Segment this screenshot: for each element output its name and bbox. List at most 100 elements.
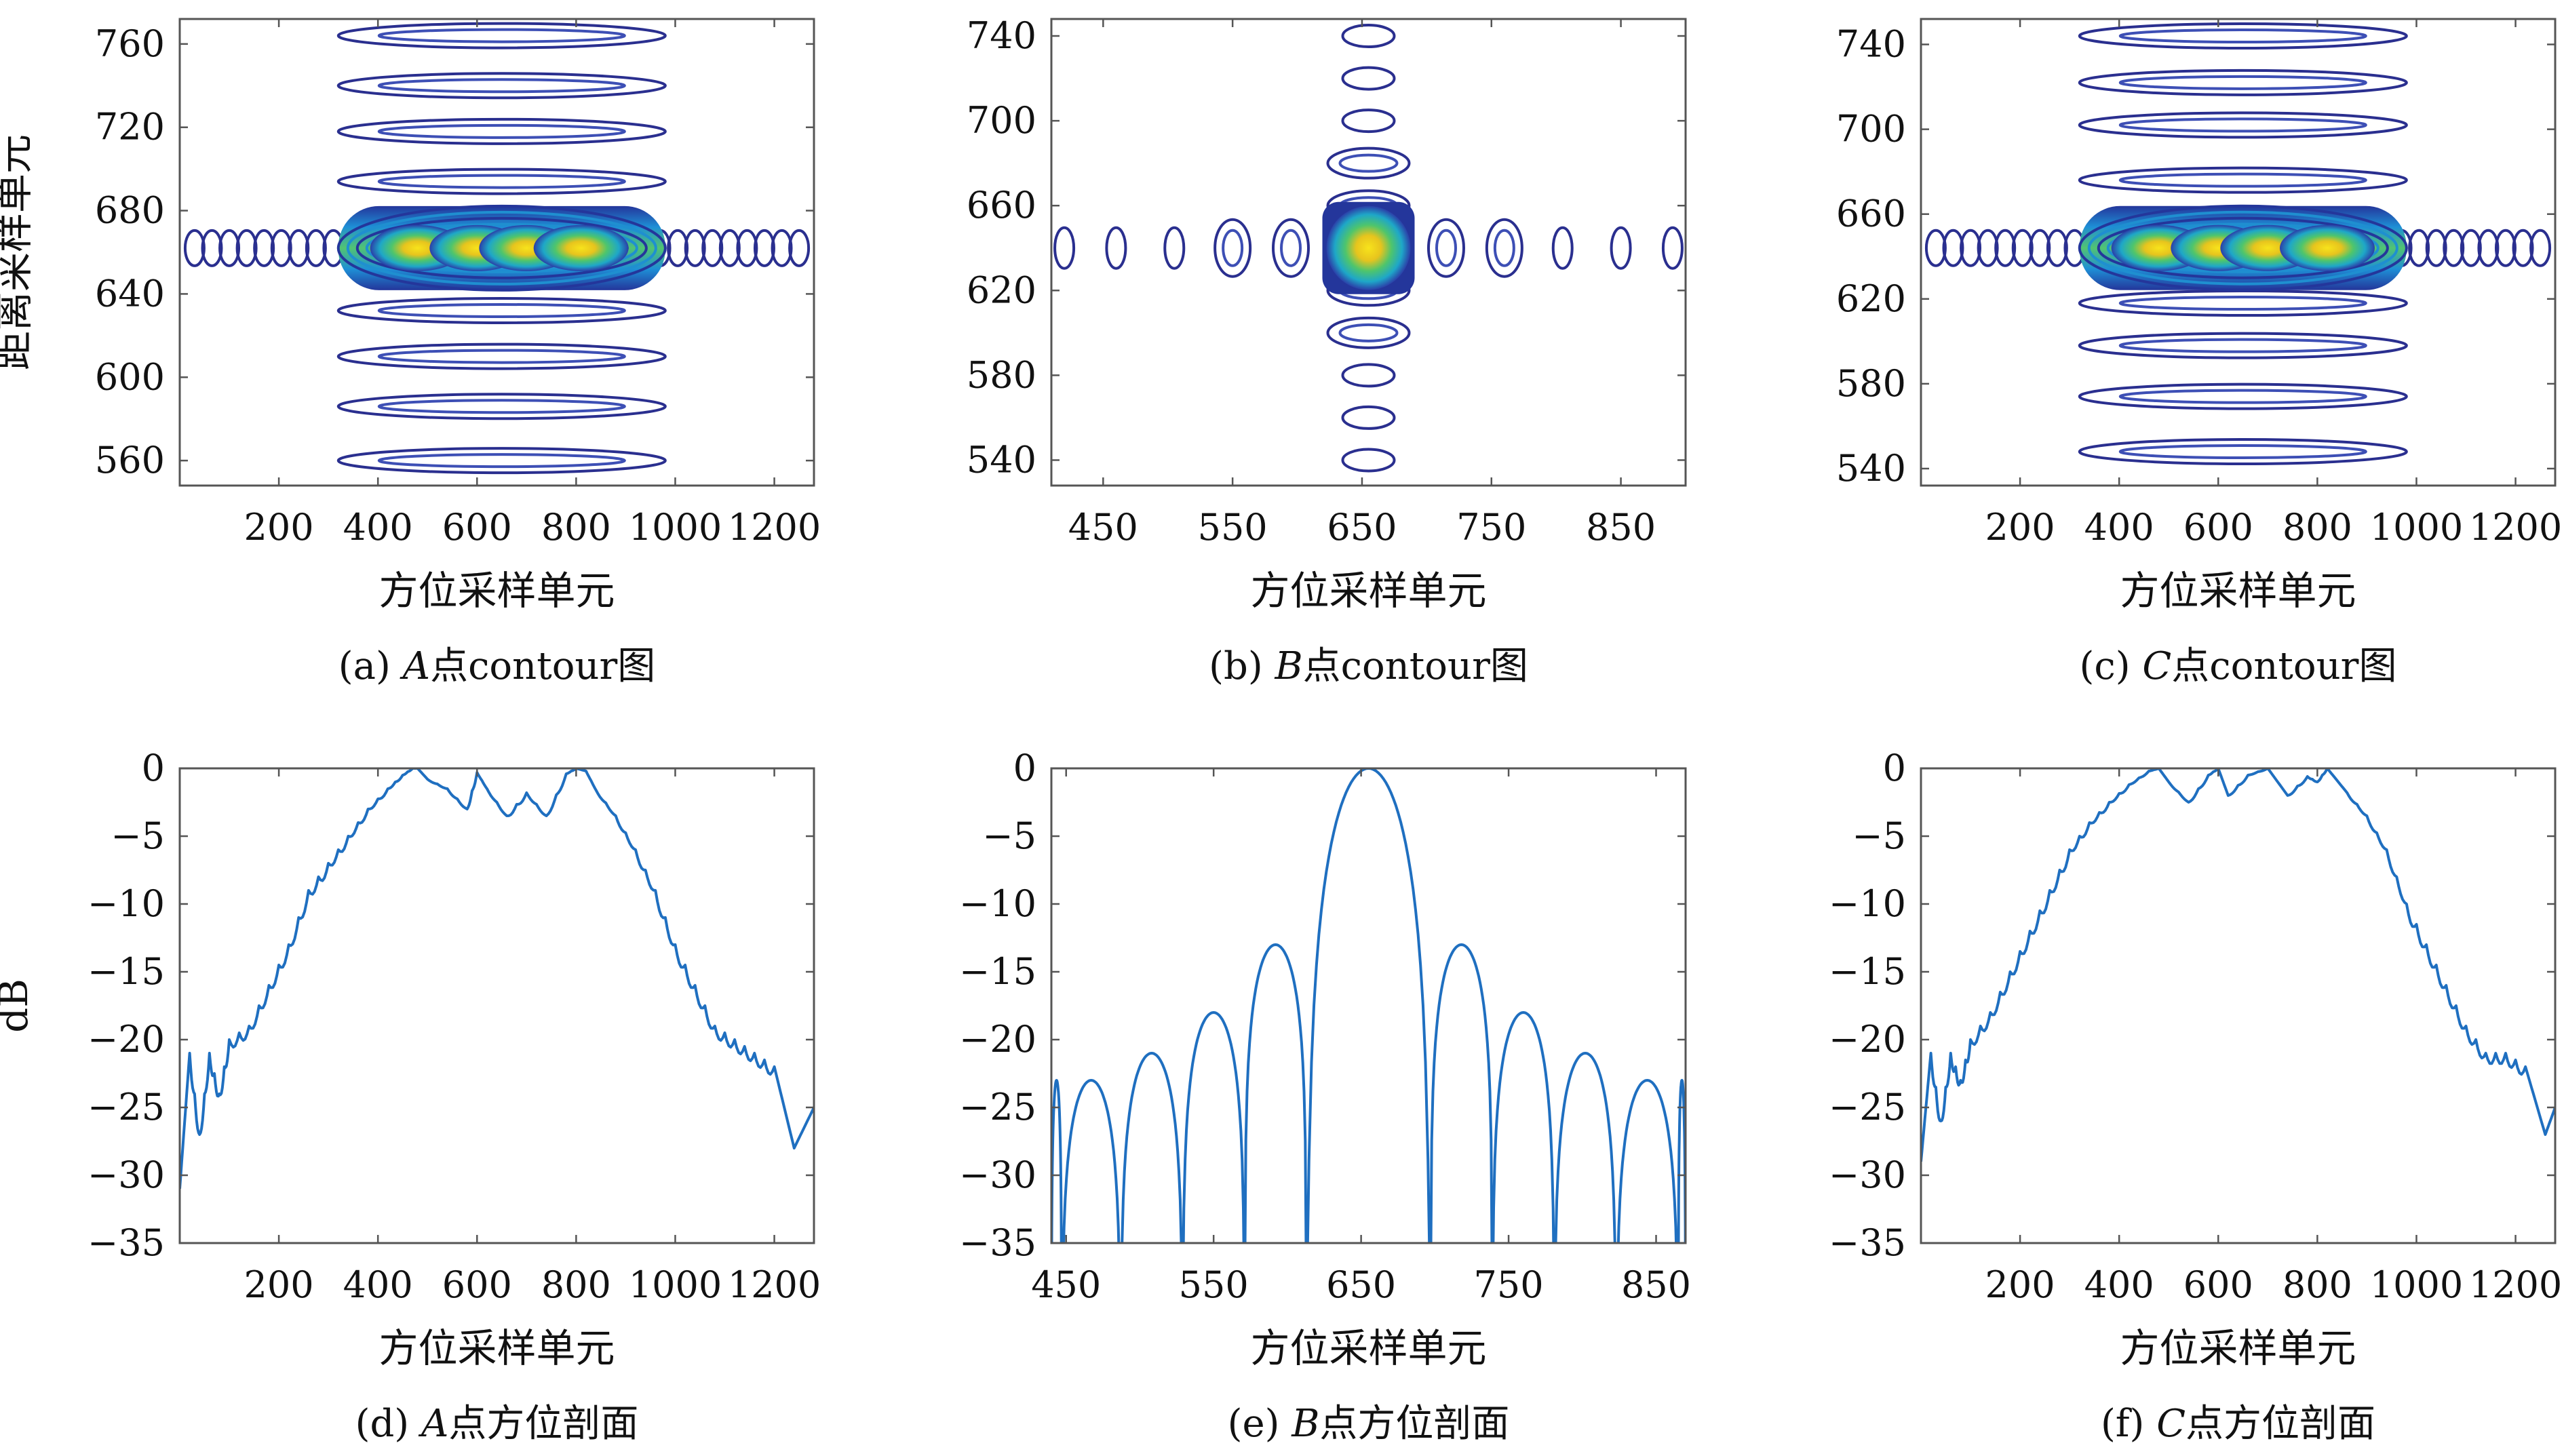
azimuth-ring — [2494, 229, 2517, 267]
azimuth-ring — [1977, 229, 1999, 267]
sidelobe-contour — [377, 123, 626, 139]
sidelobe-contour — [377, 28, 626, 43]
sidelobe-contour — [2078, 382, 2408, 410]
azimuth-ring — [1994, 229, 2017, 267]
x-tick-label: 1000 — [629, 506, 722, 549]
azimuth-ring — [270, 229, 292, 267]
caption-prefix: (a) — [338, 644, 403, 688]
caption-point: C — [2142, 644, 2171, 688]
azimuth-ring — [305, 229, 327, 267]
x-axis-label: 方位采样单元 — [1250, 1325, 1486, 1371]
azimuth-ring — [684, 229, 706, 267]
azimuth-ring — [183, 229, 206, 267]
x-tick-label: 1200 — [2469, 506, 2562, 549]
azimuth-ring — [1924, 229, 1947, 267]
x-tick-label: 450 — [1068, 506, 1138, 549]
caption-suffix: 点方位剖面 — [448, 1402, 638, 1446]
plot-frame — [178, 18, 815, 487]
x-tick-label: 850 — [1586, 506, 1656, 549]
mainlobe-contour — [2087, 210, 2398, 286]
caption-point: A — [418, 1402, 448, 1446]
y-tick-label: 700 — [1836, 108, 1906, 151]
y-tick-label: −15 — [88, 950, 165, 993]
y-tick-label: −5 — [1852, 814, 1906, 857]
panel-caption: (a) A点contour图 — [338, 644, 656, 688]
azimuth-ring — [718, 229, 741, 267]
panel-caption: (e) B点方位剖面 — [1228, 1402, 1510, 1446]
range-sidelobe — [1341, 66, 1396, 91]
azimuth-sidelobe — [1163, 226, 1186, 270]
x-tick-label: 1000 — [2370, 506, 2463, 549]
x-tick-label: 1200 — [2469, 1263, 2562, 1306]
caption-suffix: 点contour图 — [1303, 644, 1528, 688]
x-tick-label: 650 — [1327, 506, 1397, 549]
y-tick-label: −30 — [88, 1154, 165, 1196]
profile-line — [1921, 768, 2555, 1162]
range-sidelobe — [1341, 109, 1396, 134]
y-tick-label: 620 — [967, 269, 1036, 311]
sidelobe-contour — [2118, 28, 2367, 44]
x-tick-label: 750 — [1456, 506, 1526, 549]
peak-hotspot — [2279, 224, 2375, 271]
x-tick-label: 1000 — [2370, 1263, 2463, 1306]
caption-prefix: (f) — [2101, 1402, 2156, 1446]
y-tick-label: 740 — [1836, 23, 1906, 66]
y-tick-label: 0 — [1013, 747, 1036, 789]
y-tick-label: 740 — [967, 14, 1036, 57]
y-tick-label: 540 — [1836, 447, 1906, 490]
x-tick-label: 400 — [2084, 1263, 2154, 1306]
x-axis-label: 方位采样单元 — [378, 1325, 615, 1371]
azimuth-ring — [2425, 229, 2447, 267]
azimuth-ring — [753, 229, 775, 267]
sidelobe-contour — [2078, 68, 2408, 96]
panel-f: 200 400 600 800 1000 1200 0 −5 −10 −15 −20 −25 −30 −3… — [1829, 747, 2562, 1446]
mainlobe-peak — [1326, 205, 1411, 290]
y-tick-label: 700 — [967, 99, 1036, 142]
y-tick-label: 720 — [95, 106, 165, 149]
x-tick-label: 600 — [2183, 506, 2253, 549]
y-tick-label: −20 — [959, 1018, 1036, 1061]
x-tick-label: 200 — [244, 506, 314, 549]
x-axis-label: 方位采样单元 — [2120, 568, 2356, 614]
azimuth-sidelobe — [1435, 229, 1457, 267]
y-tick-label: −30 — [1829, 1154, 1906, 1196]
azimuth-ring — [2011, 229, 2034, 267]
sidelobe-contour — [2118, 296, 2367, 311]
caption-prefix: (e) — [1228, 1402, 1292, 1446]
mainlobe-contour — [355, 216, 648, 279]
sidelobe-contour — [2078, 111, 2408, 139]
y-tick-label: −10 — [959, 882, 1036, 925]
profile-line — [180, 768, 814, 1189]
azimuth-ring — [788, 229, 811, 267]
azimuth-ring — [235, 229, 258, 267]
sidelobe-contour — [336, 393, 667, 420]
sidelobe-contour — [336, 117, 667, 145]
azimuth-ring — [218, 229, 241, 267]
y-tick-label: 620 — [1836, 277, 1906, 320]
range-sidelobe — [1341, 405, 1396, 430]
range-sidelobe — [1341, 363, 1396, 388]
x-tick-label: 800 — [541, 1263, 611, 1306]
azimuth-sidelobe — [1493, 229, 1515, 267]
sidelobe-contour — [2078, 332, 2408, 359]
y-tick-label: −35 — [1829, 1221, 1906, 1264]
panel-caption: (b) B点contour图 — [1209, 644, 1528, 688]
y-tick-label: 580 — [967, 353, 1036, 396]
range-sidelobe — [1338, 323, 1399, 342]
mainlobe-contour — [346, 210, 657, 286]
range-sidelobe — [1326, 146, 1411, 180]
x-tick-label: 200 — [1985, 1263, 2055, 1306]
y-tick-label: 0 — [1883, 747, 1906, 789]
azimuth-ring — [2029, 229, 2051, 267]
sidelobe-contour — [377, 349, 626, 364]
azimuth-ring — [667, 229, 689, 267]
plot-area — [183, 22, 811, 475]
x-tick-label: 400 — [2084, 506, 2154, 549]
y-tick-label: −25 — [1829, 1086, 1906, 1128]
sidelobe-contour — [336, 447, 667, 475]
panel-e: 450 550 650 750 850 0 −5 −10 −15 −20 −25 −30 −35 方位采样… — [959, 747, 1691, 1446]
x-tick-label: 800 — [2283, 506, 2352, 549]
azimuth-sidelobe — [1105, 226, 1127, 270]
x-tick-label: 400 — [343, 1263, 413, 1306]
y-tick-label: −25 — [959, 1086, 1036, 1128]
